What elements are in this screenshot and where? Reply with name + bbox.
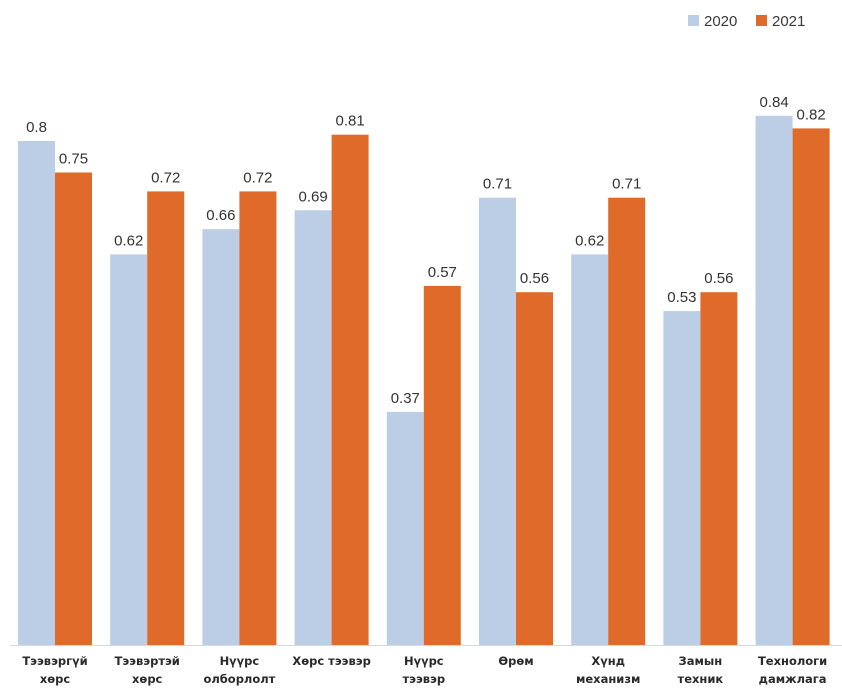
legend-swatch-2020 xyxy=(688,15,699,26)
bar-2021-6 xyxy=(608,197,646,645)
category-label-6-line-1: механизм xyxy=(576,672,640,686)
value-label-2020-6: 0.62 xyxy=(575,232,604,249)
legend-swatch-2021 xyxy=(756,15,767,26)
bar-2021-4 xyxy=(423,285,461,645)
bar-2021-0 xyxy=(55,172,92,645)
value-label-2020-0: 0.8 xyxy=(26,119,47,136)
category-label-0-line-0: Тээвэргүй xyxy=(22,654,87,668)
bar-2020-6 xyxy=(571,254,609,645)
value-label-2020-4: 0.37 xyxy=(391,390,420,407)
bar-2021-7 xyxy=(700,292,738,645)
bar-2021-1 xyxy=(147,191,185,645)
category-label-6-line-0: Хүнд xyxy=(591,654,625,668)
value-label-2021-8: 0.82 xyxy=(796,106,825,123)
category-label-4-line-0: Нүүрс xyxy=(404,654,444,668)
bar-2021-8 xyxy=(792,128,830,645)
category-label-1-line-1: хөрс xyxy=(132,672,163,686)
value-label-2020-7: 0.53 xyxy=(667,289,696,306)
bar-2020-1 xyxy=(110,254,148,645)
value-label-2020-5: 0.71 xyxy=(483,176,512,193)
bar-2021-3 xyxy=(331,134,369,645)
bars-group xyxy=(18,115,830,646)
bar-2020-7 xyxy=(663,311,701,645)
category-label-0-line-1: хөрс xyxy=(40,672,71,686)
category-label-8-line-0: Технологи xyxy=(758,654,827,668)
value-label-2021-5: 0.56 xyxy=(520,270,549,287)
value-label-2021-7: 0.56 xyxy=(704,270,733,287)
value-label-2021-6: 0.71 xyxy=(612,176,641,193)
value-label-2020-1: 0.62 xyxy=(114,232,143,249)
value-label-2021-1: 0.72 xyxy=(151,169,180,186)
value-label-2020-8: 0.84 xyxy=(759,94,788,111)
category-label-3-line-0: Хөрс тээвэр xyxy=(292,654,370,668)
value-labels-group: 0.8 0.75 0.62 0.72 0.66 0.72 0.69 0.81 0.37 0.57 0… xyxy=(26,94,826,407)
bar-2020-3 xyxy=(294,210,332,646)
category-label-2-line-0: Нүүрс xyxy=(220,654,260,668)
bar-2020-4 xyxy=(386,411,424,645)
category-label-7-line-0: Замын xyxy=(679,654,723,668)
category-label-7-line-1: техник xyxy=(678,672,724,686)
category-label-2-line-1: олборлолт xyxy=(203,672,275,686)
value-label-2021-3: 0.81 xyxy=(335,113,364,130)
value-label-2020-3: 0.69 xyxy=(298,188,327,205)
category-labels-group: Тээвэргүй хөрс Тээвэртэй хөрс Нүүрс олборлолт… xyxy=(22,654,827,686)
bar-2021-5 xyxy=(516,292,553,645)
value-label-2020-2: 0.66 xyxy=(206,207,235,224)
value-label-2021-2: 0.72 xyxy=(243,169,272,186)
category-label-1-line-0: Тээвэртэй xyxy=(115,654,180,668)
legend-label-2021: 2021 xyxy=(772,13,805,30)
bar-2020-8 xyxy=(755,115,793,646)
value-label-2021-0: 0.75 xyxy=(59,151,88,168)
legend: 2020 2021 xyxy=(688,13,805,30)
bar-2021-2 xyxy=(239,191,277,645)
category-label-5-line-0: Өрөм xyxy=(498,654,533,668)
bar-2020-0 xyxy=(18,141,55,645)
category-label-8-line-1: дамжлага xyxy=(759,672,827,686)
value-label-2021-4: 0.57 xyxy=(428,264,457,281)
legend-label-2020: 2020 xyxy=(704,13,737,30)
bar-2020-5 xyxy=(479,197,516,645)
category-label-4-line-1: тээвэр xyxy=(402,672,445,686)
bar-2020-2 xyxy=(202,229,240,645)
